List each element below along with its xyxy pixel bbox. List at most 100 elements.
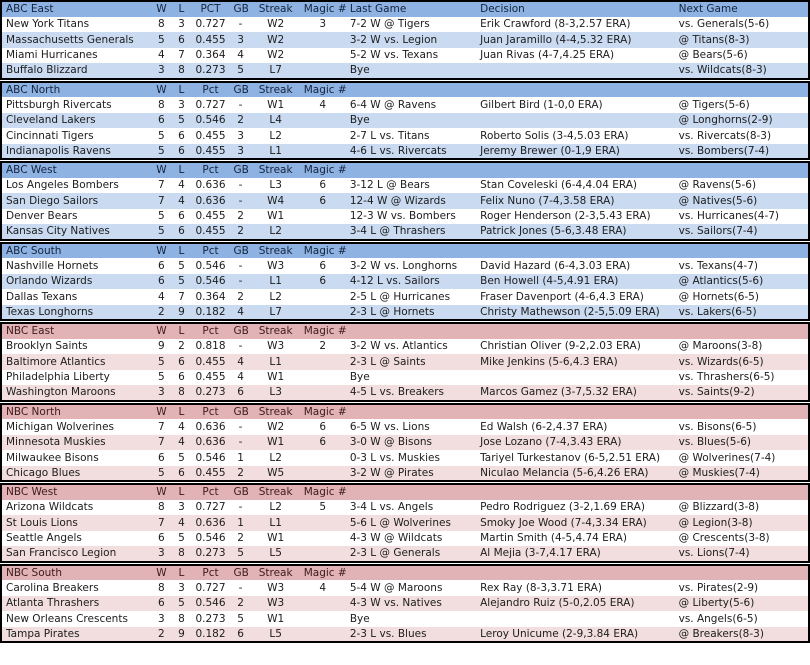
team-pct: 0.455	[195, 371, 226, 384]
team-row: Milwaukee Bisons 6 5 0.546 1 L2 0-3 L vs…	[1, 450, 809, 466]
col-header-losses: L	[178, 3, 185, 16]
team-last-game: 5-6 L @ Wolverines	[349, 516, 451, 529]
team-row: Cincinnati Tigers 5 6 0.455 3 L2 2-7 L v…	[1, 128, 809, 144]
team-last-game: 4-12 L vs. Sailors	[349, 275, 440, 288]
team-decision: Al Mejia (3-7,4.17 ERA)	[480, 547, 601, 560]
team-name: St Louis Lions	[6, 516, 78, 529]
team-magic-number	[300, 515, 346, 531]
col-header-pct: PCT	[200, 3, 221, 16]
team-name: Massachusetts Generals	[6, 33, 134, 46]
team-games-back: 4	[237, 355, 244, 368]
team-next-game: @ Bears(5-6)	[678, 49, 748, 62]
team-decision: Ed Walsh (6-2,4.37 ERA)	[480, 420, 608, 433]
team-row: Washington Maroons 3 8 0.273 6 L3 4-5 L …	[1, 385, 809, 401]
team-next-game: vs. Generals(5-6)	[678, 18, 770, 31]
team-row: Minnesota Muskies 7 4 0.636 - W1 6 3-0 W…	[1, 434, 809, 450]
team-row: Cleveland Lakers 6 5 0.546 2 L4 Bye @ Lo…	[1, 112, 809, 129]
team-losses: 8	[178, 547, 185, 560]
team-games-back: 6	[237, 627, 244, 640]
col-header-games-back: GB	[233, 244, 249, 257]
team-name: Indianapolis Ravens	[6, 144, 111, 157]
team-wins: 9	[158, 340, 165, 353]
team-magic-number	[300, 209, 346, 225]
team-wins: 7	[158, 194, 165, 207]
team-decision: Erik Crawford (8-3,2.57 ERA)	[480, 18, 631, 31]
team-last-game: 3-4 L vs. Angels	[349, 501, 434, 514]
team-wins: 4	[158, 49, 165, 62]
team-last-game: 4-5 L vs. Breakers	[349, 386, 444, 399]
team-last-game: 3-2 W vs. Atlantics	[349, 340, 448, 353]
division-name: ABC West	[6, 164, 57, 177]
team-row: Atlanta Thrashers 6 5 0.546 2 W3 4-3 W v…	[1, 595, 809, 611]
col-header-last-game	[346, 162, 476, 178]
team-pct: 0.636	[195, 179, 226, 192]
col-header-streak: Streak	[258, 566, 293, 579]
team-games-back: 2	[237, 290, 244, 303]
team-decision: Jeremy Brewer (0-1,9 ERA)	[480, 144, 620, 157]
team-next-game: vs. Bombers(7-4)	[678, 144, 770, 157]
team-games-back: 5	[237, 64, 244, 77]
team-pct: 0.455	[195, 129, 226, 142]
col-header-losses: L	[178, 566, 185, 579]
team-magic-number	[300, 144, 346, 160]
team-next-game: vs. Thrashers(6-5)	[678, 371, 775, 384]
team-wins: 8	[158, 501, 165, 514]
team-games-back: -	[238, 18, 243, 31]
team-games-back: 2	[237, 114, 244, 127]
team-pct: 0.273	[195, 612, 226, 625]
team-decision: Alejandro Ruiz (5-0,2.05 ERA)	[480, 597, 635, 610]
team-name: Philadelphia Liberty	[6, 371, 110, 384]
team-streak: L3	[269, 179, 282, 192]
team-name: Texas Longhorns	[6, 305, 94, 318]
team-last-game: 4-6 L vs. Rivercats	[349, 144, 447, 157]
team-losses: 4	[178, 194, 185, 207]
team-games-back: 5	[237, 547, 244, 560]
team-next-game: @ Maroons(3-8)	[678, 340, 763, 353]
team-next-game: @ Muskies(7-4)	[678, 466, 760, 479]
team-name: New Orleans Crescents	[6, 612, 128, 625]
col-header-streak: Streak	[258, 325, 293, 338]
team-next-game: @ Ravens(5-6)	[678, 179, 757, 192]
team-next-game: vs. Pirates(2-9)	[678, 581, 759, 594]
team-decision: Fraser Davenport (4-6,4.3 ERA)	[480, 290, 644, 303]
team-wins: 5	[158, 466, 165, 479]
col-header-games-back: GB	[233, 164, 249, 177]
col-header-last-game	[346, 323, 476, 339]
team-name: Nashville Hornets	[6, 259, 99, 272]
team-losses: 3	[178, 501, 185, 514]
col-header-next-game	[675, 404, 809, 420]
team-streak: W3	[267, 340, 285, 353]
team-pct: 0.727	[195, 581, 226, 594]
team-magic-number: 2	[319, 340, 327, 353]
team-wins: 6	[158, 451, 165, 464]
team-last-game: Bye	[349, 612, 370, 625]
team-next-game: vs. Hurricanes(4-7)	[678, 210, 780, 223]
division-header-row: ABC South W L Pct GB Streak Magic #	[1, 242, 809, 258]
team-wins: 8	[158, 98, 165, 111]
team-wins: 3	[158, 386, 165, 399]
team-next-game: @ Titans(8-3)	[678, 33, 750, 46]
team-name: Los Angeles Bombers	[6, 179, 119, 192]
division-name: ABC South	[6, 244, 62, 257]
team-name: Milwaukee Bisons	[6, 451, 99, 464]
division-name: ABC East	[6, 3, 54, 16]
team-name: Cincinnati Tigers	[6, 129, 94, 142]
team-magic-number: 6	[319, 420, 327, 433]
team-row: Los Angeles Bombers 7 4 0.636 - L3 6 3-1…	[1, 177, 809, 193]
team-magic-number	[300, 113, 346, 129]
team-streak: L1	[269, 144, 282, 157]
team-streak: L1	[269, 516, 282, 529]
division-name: NBC West	[6, 486, 58, 499]
team-magic-number: 5	[319, 501, 327, 514]
team-losses: 5	[178, 532, 185, 545]
col-header-games-back: GB	[233, 486, 249, 499]
col-header-last-game	[346, 404, 476, 420]
team-decision: Patrick Jones (5-6,3.48 ERA)	[480, 225, 627, 238]
team-losses: 5	[178, 597, 185, 610]
col-header-pct: Pct	[202, 566, 219, 579]
team-streak: L7	[269, 305, 282, 318]
team-games-back: -	[238, 581, 243, 594]
division-table: NBC East W L Pct GB Streak Magic # Brook…	[0, 322, 810, 402]
team-last-game: 6-5 W vs. Lions	[349, 420, 430, 433]
team-magic-number	[300, 289, 346, 305]
